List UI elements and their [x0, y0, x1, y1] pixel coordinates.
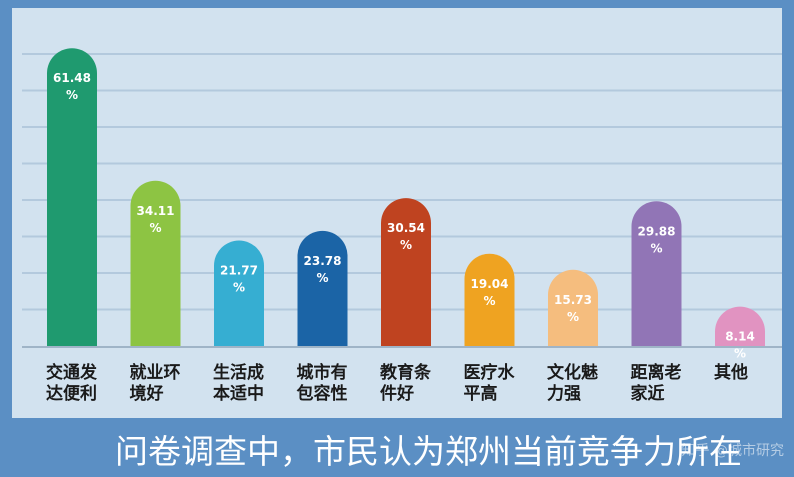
category-label: 交通发达便利 — [46, 362, 98, 404]
bar — [297, 230, 348, 346]
chart-panel: 61.48% 交通发达便利 34.11% 就业环境好 21.77% 生活成本适中 23.78… — [12, 8, 782, 418]
data-label: 61.48% — [53, 71, 91, 102]
bar — [47, 48, 97, 347]
watermark: 知乎 @城市研究 — [681, 443, 784, 459]
category-label: 生活成本适中 — [213, 362, 264, 404]
category-label: 医疗水平高 — [464, 362, 516, 404]
bar — [464, 253, 515, 346]
bar — [381, 198, 431, 346]
chart-caption: 问卷调查中，市民认为郑州当前竞争力所在 — [115, 432, 742, 471]
category-label: 距离老家近 — [631, 362, 682, 404]
bar — [548, 269, 598, 346]
bar — [214, 240, 264, 346]
data-label: 30.54% — [387, 221, 425, 252]
category-label: 教育条件好 — [379, 362, 432, 404]
data-label: 34.11% — [137, 204, 175, 235]
data-label: 19.04% — [471, 277, 509, 308]
bar-chart: 61.48 % 交通发达便利 34.11 % 就业环境好 21.77 % 生活成本适中 23.78… — [22, 48, 782, 404]
bar — [631, 201, 682, 346]
category-label: 城市有包容性 — [297, 362, 348, 404]
bar — [130, 180, 181, 346]
category-label: 就业环境好 — [130, 362, 181, 404]
data-label: 8.14% — [725, 330, 755, 361]
data-label: 23.78% — [304, 254, 342, 285]
bar — [715, 306, 765, 346]
category-label: 文化魅力强 — [547, 362, 598, 404]
data-label: 29.88% — [638, 224, 676, 255]
data-label: 21.77% — [220, 264, 258, 295]
data-label: 15.73% — [554, 293, 592, 324]
category-label: 其他 — [714, 362, 748, 383]
